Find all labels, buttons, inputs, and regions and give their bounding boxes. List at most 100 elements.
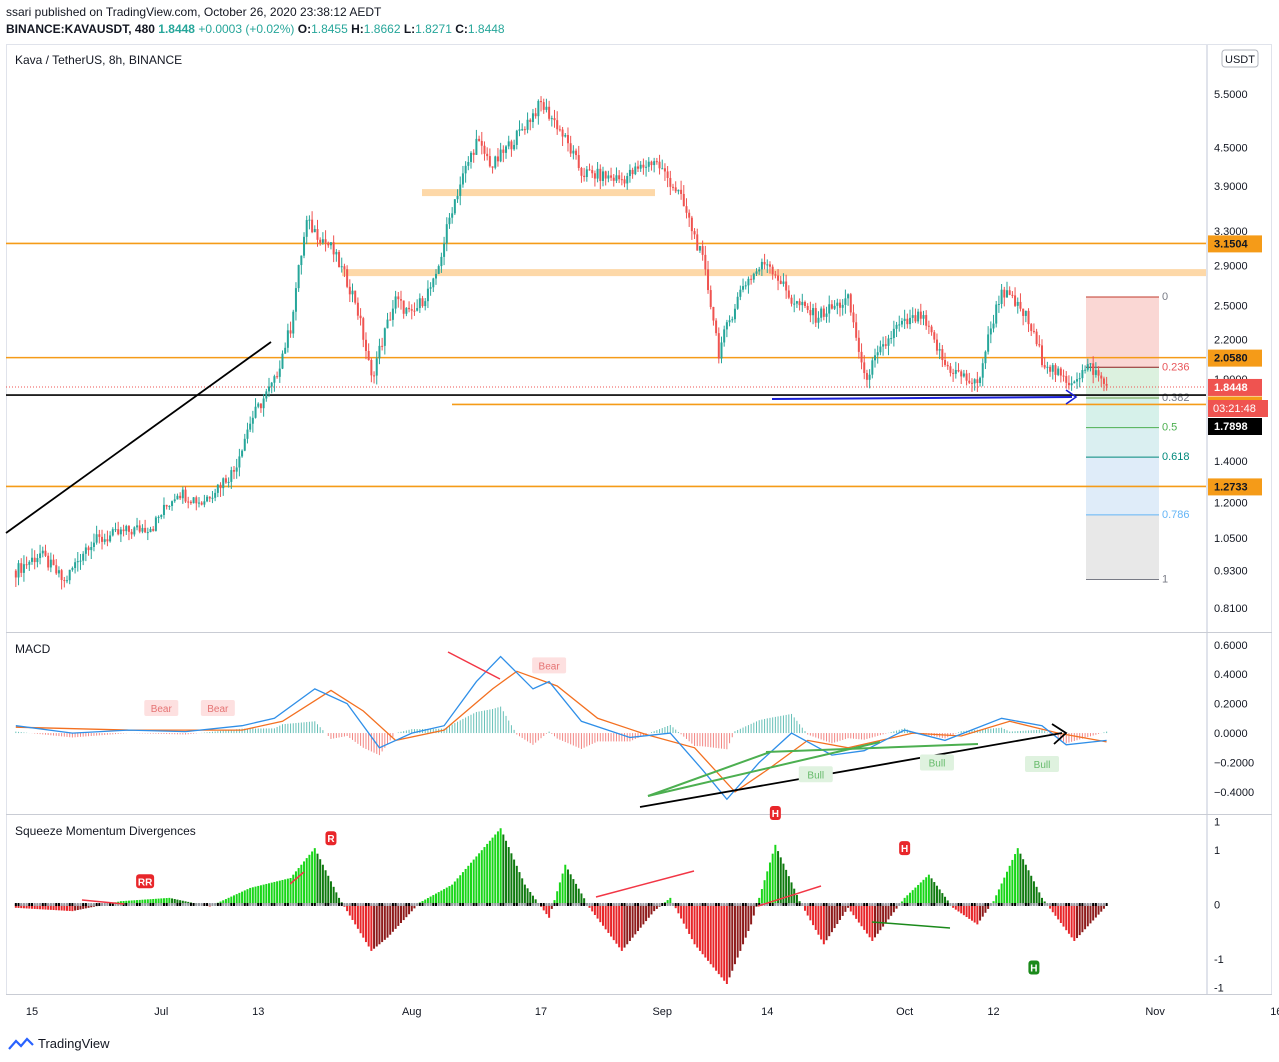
squeeze-dot bbox=[418, 903, 421, 906]
squeeze-dot bbox=[303, 903, 306, 906]
squeeze-dot bbox=[39, 903, 42, 906]
candle-body bbox=[119, 529, 122, 535]
fib-level-label: 0.786 bbox=[1162, 509, 1190, 521]
candle-body bbox=[938, 349, 941, 351]
squeeze-dot bbox=[868, 903, 871, 906]
candle-body bbox=[957, 370, 960, 372]
candle-body bbox=[367, 350, 370, 360]
squeeze-dot bbox=[922, 903, 925, 906]
squeeze-dot bbox=[631, 903, 634, 906]
candle-body bbox=[197, 502, 200, 504]
candle-body bbox=[133, 527, 136, 535]
candle-body bbox=[394, 296, 397, 309]
squeeze-dot bbox=[666, 903, 669, 906]
footer-brand[interactable]: TradingView bbox=[8, 1036, 110, 1051]
squeeze-dot bbox=[736, 903, 739, 906]
currency-button[interactable]: USDT bbox=[1221, 49, 1259, 68]
candle-body bbox=[370, 359, 373, 376]
candle-body bbox=[343, 266, 346, 270]
squeeze-dot bbox=[1049, 903, 1052, 906]
candle-body bbox=[189, 501, 192, 504]
candle-body bbox=[114, 529, 117, 531]
candle-body bbox=[682, 193, 685, 207]
squeeze-dot bbox=[413, 903, 416, 906]
candle-body bbox=[925, 315, 928, 326]
squeeze-dot bbox=[480, 903, 483, 906]
squeeze-dot bbox=[548, 903, 551, 906]
squeeze-dot bbox=[502, 903, 505, 906]
candle-body bbox=[553, 118, 556, 121]
squeeze-dot bbox=[499, 903, 502, 906]
price-pane[interactable]: 0 0.236 0.382 0.5 0.618 0.786 1 bbox=[5, 96, 1206, 590]
candle-body bbox=[470, 152, 473, 162]
squeeze-dot bbox=[809, 903, 812, 906]
squeeze-dot bbox=[890, 903, 893, 906]
bullish-divergence-line bbox=[647, 741, 881, 797]
candle-body bbox=[216, 484, 219, 493]
candle-body bbox=[518, 129, 521, 131]
squeeze-dot bbox=[906, 903, 909, 906]
candle-body bbox=[130, 531, 133, 535]
candle-body bbox=[25, 564, 28, 566]
time-tick-label: Oct bbox=[896, 1006, 913, 1018]
squeeze-dot bbox=[725, 903, 728, 906]
candle-body bbox=[839, 302, 841, 308]
candle-body bbox=[270, 382, 273, 387]
time-tick-label: Jul bbox=[154, 1006, 168, 1018]
squeeze-dot bbox=[707, 903, 710, 906]
candle-body bbox=[340, 266, 343, 268]
candle-body bbox=[989, 328, 992, 335]
candle-body bbox=[154, 517, 157, 531]
candle-body bbox=[927, 325, 930, 327]
squeeze-dot bbox=[585, 903, 588, 906]
squeeze-dot bbox=[946, 903, 949, 906]
candle-body bbox=[214, 492, 217, 498]
candle-body bbox=[1022, 308, 1025, 316]
squeeze-dot bbox=[1003, 903, 1006, 906]
candle-body bbox=[243, 438, 246, 451]
squeeze-dot bbox=[531, 903, 534, 906]
squeeze-dot bbox=[386, 903, 389, 906]
squeeze-dot bbox=[251, 903, 254, 906]
candle-body bbox=[997, 303, 1000, 305]
candle-body bbox=[421, 298, 424, 307]
squeeze-dot bbox=[133, 903, 136, 906]
squeeze-dot bbox=[214, 903, 217, 906]
squeeze-dot bbox=[327, 903, 330, 906]
candle-body bbox=[103, 539, 106, 542]
squeeze-dot bbox=[844, 903, 847, 906]
macd-pane[interactable]: Bear Bear Bear Bull Bull Bull bbox=[15, 651, 1108, 808]
candle-body bbox=[569, 143, 572, 154]
squeeze-dot bbox=[375, 903, 378, 906]
candle-body bbox=[779, 280, 782, 284]
candle-body bbox=[1100, 375, 1103, 379]
price-tick-label: 1.4000 bbox=[1214, 456, 1248, 468]
candle-body bbox=[276, 376, 279, 378]
squeeze-dot bbox=[284, 903, 287, 906]
fib-band bbox=[1086, 296, 1159, 368]
candle-body bbox=[1032, 330, 1035, 332]
candle-body bbox=[426, 288, 429, 302]
bearish-divergence-line bbox=[447, 651, 501, 680]
candle-body bbox=[127, 526, 130, 532]
squeeze-dot bbox=[146, 903, 149, 906]
squeeze-dot bbox=[173, 903, 176, 906]
candle-body bbox=[359, 315, 362, 319]
macd-tick-label: −0.2000 bbox=[1214, 757, 1254, 769]
price-level-tag-bg bbox=[1208, 235, 1262, 253]
squeeze-dot bbox=[865, 903, 868, 906]
candle-body bbox=[709, 290, 712, 307]
squeeze-dot bbox=[149, 903, 152, 906]
candle-body bbox=[308, 219, 311, 221]
squeeze-dot bbox=[367, 903, 370, 906]
candle-body bbox=[871, 360, 874, 375]
squeeze-dot bbox=[25, 903, 28, 906]
squeeze-dot bbox=[416, 903, 419, 906]
candle-body bbox=[101, 536, 104, 542]
squeeze-dot bbox=[957, 903, 960, 906]
squeeze-tick-label: 0 bbox=[1214, 900, 1220, 912]
squeeze-dot bbox=[176, 903, 179, 906]
bear-divergence-badge bbox=[136, 874, 155, 889]
